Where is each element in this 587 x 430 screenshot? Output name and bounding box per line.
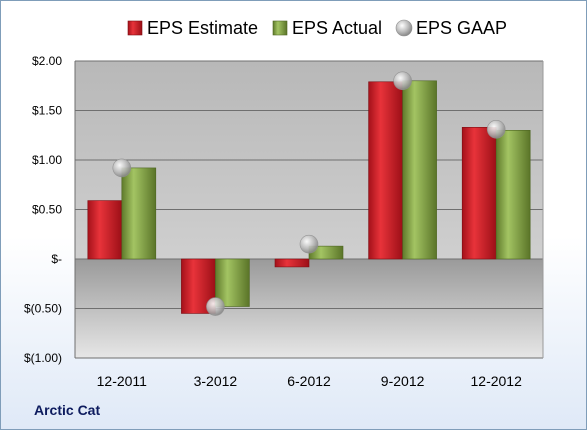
gaap-markers — [112, 71, 506, 316]
y-tick-label: $(0.50) — [24, 302, 62, 316]
eps-gaap-marker — [112, 158, 132, 178]
eps-estimate-bar — [461, 127, 497, 260]
eps-gaap-legend-swatch — [395, 19, 413, 37]
y-tick-label: $2.00 — [32, 54, 62, 68]
x-category-label: 3-2012 — [194, 373, 238, 389]
eps-estimate-bar — [368, 81, 403, 260]
y-tick-label: $(1.00) — [24, 351, 62, 365]
eps-actual-bar — [121, 167, 157, 260]
eps-gaap-marker — [299, 234, 319, 254]
y-tick-label: $- — [51, 252, 62, 266]
x-category-label: 12-2012 — [471, 373, 523, 389]
eps-estimate-legend-swatch — [127, 20, 143, 36]
eps-actual-legend-swatch — [272, 20, 288, 36]
legend-label: EPS Estimate — [147, 18, 258, 38]
eps-actual-bar — [495, 130, 531, 260]
eps-gaap-marker — [206, 297, 225, 316]
eps-estimate-bar — [274, 258, 310, 268]
company-name: Arctic Cat — [34, 402, 101, 418]
eps-estimate-bar — [87, 200, 123, 260]
eps-gaap-marker — [486, 120, 506, 139]
x-category-label: 12-2011 — [97, 373, 148, 389]
legend-label: EPS GAAP — [416, 18, 507, 38]
x-category-label: 9-2012 — [381, 373, 425, 389]
bars — [87, 80, 531, 314]
legend-label: EPS Actual — [292, 18, 382, 38]
y-tick-label: $1.00 — [32, 153, 62, 167]
y-axis-ticks: $2.00 $1.50 $1.00 $0.50 $- $(0.50) $(1.00) — [24, 54, 62, 365]
eps-gaap-marker — [393, 71, 412, 91]
x-category-label: 6-2012 — [287, 373, 331, 389]
x-axis-categories: 12-2011 3-2012 6-2012 9-2012 12-2012 — [97, 373, 522, 389]
eps-actual-bar — [215, 258, 250, 307]
eps-actual-bar — [402, 80, 437, 260]
y-tick-label: $1.50 — [32, 104, 62, 118]
legend: EPS Estimate EPS Actual EPS GAAP — [127, 18, 507, 38]
y-tick-label: $0.50 — [32, 203, 62, 217]
